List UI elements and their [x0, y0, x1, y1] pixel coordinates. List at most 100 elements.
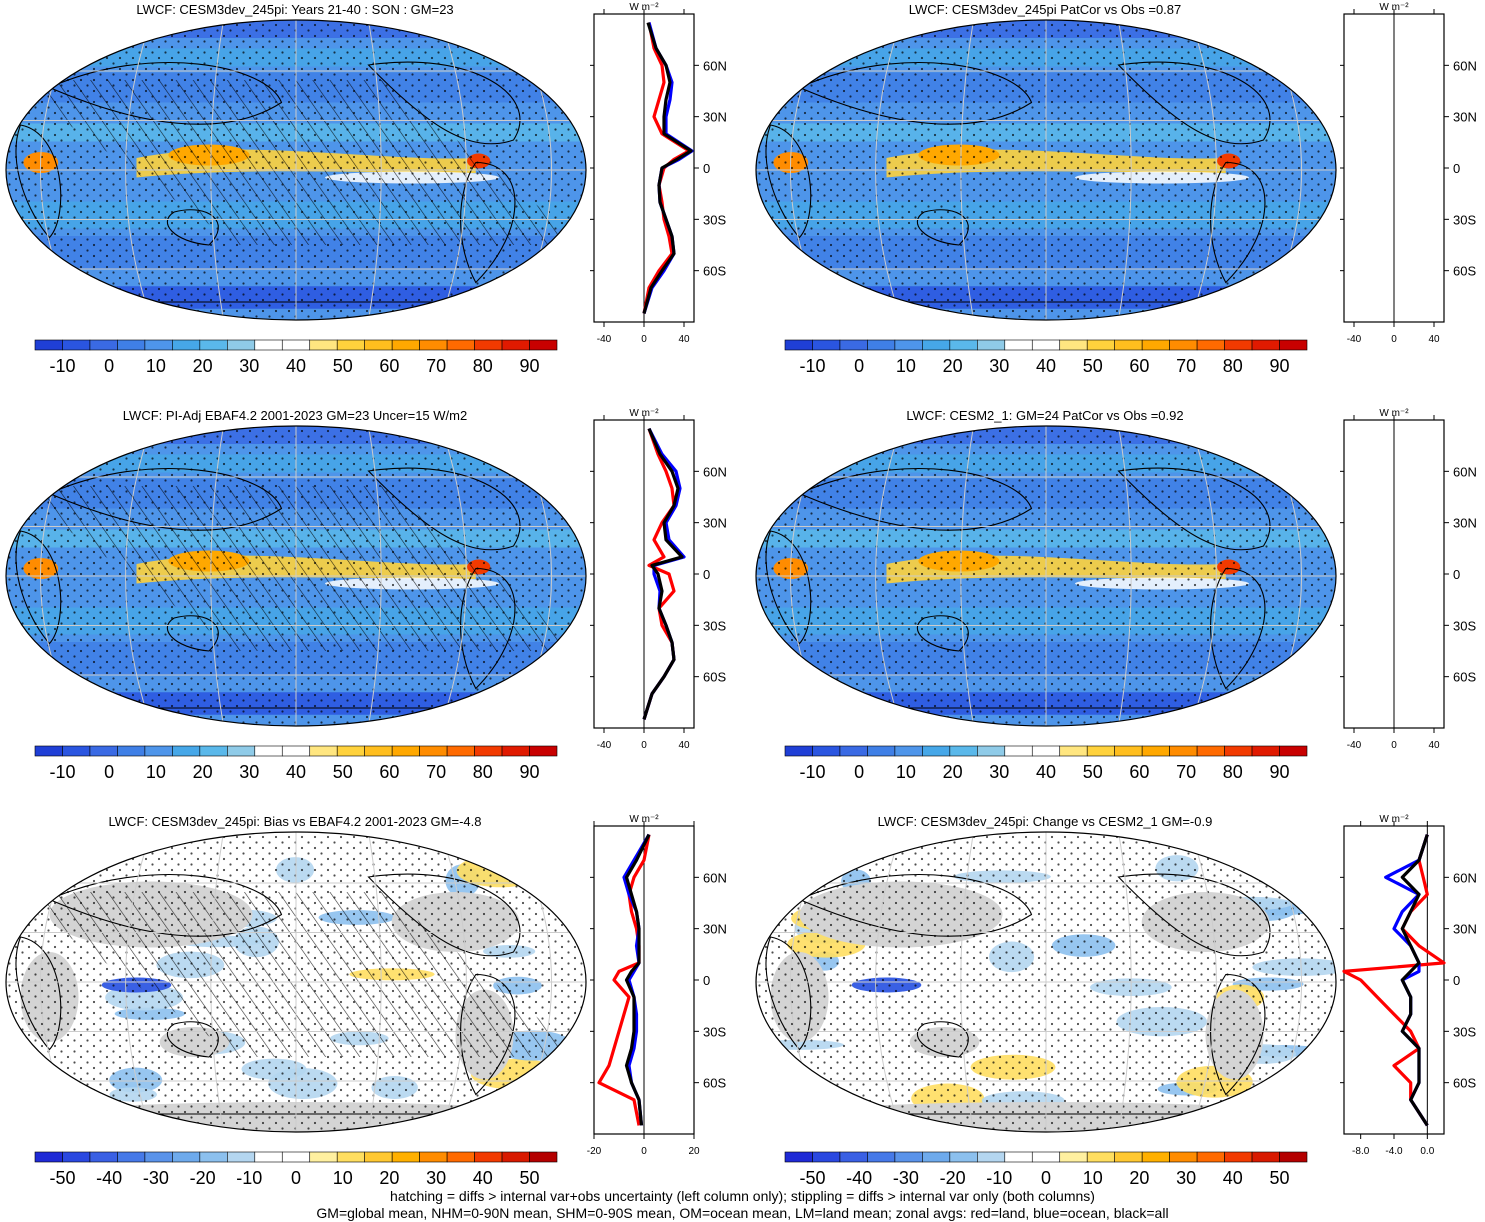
colorbar-tick-label: 10	[333, 1168, 353, 1188]
colorbar-tick-label: 50	[333, 356, 353, 376]
panel-mid-left: LWCF: PI-Adj EBAF4.2 2001-2023 GM=23 Unc…	[5, 408, 727, 782]
colorbar-swatch	[1196, 1151, 1225, 1163]
colorbar-tick-label: -10	[799, 356, 825, 376]
colorbar-swatch	[1031, 745, 1061, 757]
lat-tick-label: 30N	[703, 516, 727, 531]
zonal-x-tick-label: -20	[587, 1146, 602, 1157]
longitude-line	[1118, 426, 1132, 726]
colorbar-swatch	[364, 745, 393, 757]
colorbar-swatch	[172, 1151, 201, 1163]
zonal-x-tick-label: 40	[678, 740, 690, 751]
colorbar-tick-label: 0	[104, 356, 114, 376]
colorbar-swatch	[812, 745, 841, 757]
colorbar-swatch	[501, 339, 530, 351]
map-border	[755, 831, 1337, 1133]
zonal-line-all	[624, 833, 651, 1126]
colorbar-swatch	[839, 1151, 868, 1163]
colorbar-swatch	[227, 1151, 256, 1163]
colorbar-tick-label: 20	[943, 356, 963, 376]
colorbar-swatch	[1086, 339, 1115, 351]
colorbar-swatch	[1224, 1151, 1253, 1163]
colorbar-swatch	[1279, 745, 1308, 757]
lat-tick-label: 60N	[1453, 870, 1477, 885]
footer-line-1: hatching = diffs > internal var+obs unce…	[390, 1188, 1095, 1204]
zonal-unit-label: W m⁻²	[1379, 2, 1409, 13]
diff-patch	[21, 1065, 52, 1097]
longitude-line	[368, 832, 382, 1132]
lat-tick-label: 30S	[703, 618, 726, 633]
colorbar-swatch	[117, 339, 146, 351]
lat-tick-label: 0	[1453, 567, 1460, 582]
longitude-line	[440, 832, 467, 1132]
zonal-x-tick-label: 40	[678, 334, 690, 345]
colorbar-swatch	[34, 339, 63, 351]
lat-tick-label: 30S	[1453, 212, 1476, 227]
zonal-unit-label: W m⁻²	[629, 814, 659, 825]
colorbar-swatch	[812, 339, 841, 351]
colorbar-swatch	[62, 745, 91, 757]
colorbar-swatch	[867, 745, 896, 757]
colorbar-tick-label: -10	[236, 1168, 262, 1188]
colorbar-swatch	[812, 1151, 841, 1163]
colorbar-swatch	[1251, 745, 1280, 757]
map-border	[755, 19, 1337, 321]
colorbar-tick-label: 60	[1129, 356, 1149, 376]
colorbar-swatch	[62, 1151, 91, 1163]
panel-bottom-left: LWCF: CESM3dev_245pi: Bias vs EBAF4.2 20…	[5, 814, 727, 1188]
colorbar-swatch	[1141, 745, 1170, 757]
colorbar-swatch	[419, 1151, 448, 1163]
colorbar-swatch	[1251, 339, 1280, 351]
longitude-line	[125, 20, 152, 320]
panel-title: LWCF: CESM3dev_245pi: Years 21-40 : SON …	[136, 2, 453, 17]
colorbar-swatch	[336, 1151, 365, 1163]
colorbar-swatch	[529, 745, 558, 757]
colorbar-swatch	[1279, 1151, 1308, 1163]
colorbar-swatch	[894, 745, 923, 757]
zonal-x-tick-label: -4.0	[1385, 1146, 1403, 1157]
colorbar-swatch	[281, 745, 311, 757]
colorbar-tick-label: -30	[893, 1168, 919, 1188]
colorbar-swatch	[364, 339, 393, 351]
colorbar-swatch	[1059, 745, 1088, 757]
colorbar-swatch	[336, 339, 365, 351]
colorbar-swatch	[1086, 745, 1115, 757]
longitude-line	[368, 426, 382, 726]
lat-tick-label: 0	[703, 161, 710, 176]
colorbar-tick-label: 90	[1270, 356, 1290, 376]
colorbar-tick-label: 40	[1036, 762, 1056, 782]
colorbar-swatch	[144, 745, 173, 757]
colorbar-swatch	[419, 745, 448, 757]
colorbar-tick-label: 40	[1036, 356, 1056, 376]
colorbar-tick-label: 50	[1083, 356, 1103, 376]
colorbar-swatch	[1169, 1151, 1198, 1163]
colorbar-tick-label: 30	[426, 1168, 446, 1188]
colorbar-swatch	[227, 745, 256, 757]
zonal-x-tick-label: -40	[597, 334, 612, 345]
colorbar-tick-label: 50	[520, 1168, 540, 1188]
colorbar-tick-label: 0	[104, 762, 114, 782]
colorbar-swatch	[89, 1151, 118, 1163]
colorbar-swatch	[1086, 1151, 1115, 1163]
colorbar-tick-label: 50	[333, 762, 353, 782]
longitude-line	[960, 426, 974, 726]
zonal-unit-label: W m⁻²	[1379, 408, 1409, 419]
colorbar-swatch	[1196, 745, 1225, 757]
longitude-line	[875, 426, 902, 726]
lat-tick-label: 60S	[703, 264, 726, 279]
colorbar-tick-label: -10	[49, 762, 75, 782]
colorbar-tick-label: 90	[520, 762, 540, 782]
colorbar-tick-label: 50	[1083, 762, 1103, 782]
longitude-line	[1118, 20, 1132, 320]
longitude-line	[1190, 832, 1217, 1132]
lat-tick-label: 30N	[1453, 110, 1477, 125]
panel-title: LWCF: CESM3dev_245pi PatCor vs Obs =0.87	[909, 2, 1182, 17]
colorbar-swatch	[474, 745, 503, 757]
zonal-x-tick-label: 0	[641, 334, 647, 345]
longitude-line	[1190, 426, 1217, 726]
colorbar-swatch	[446, 339, 475, 351]
colorbar-swatch	[199, 1151, 228, 1163]
colorbar-swatch	[419, 339, 448, 351]
colorbar-swatch	[949, 1151, 978, 1163]
colorbar-swatch	[894, 339, 923, 351]
colorbar-swatch	[1141, 339, 1170, 351]
